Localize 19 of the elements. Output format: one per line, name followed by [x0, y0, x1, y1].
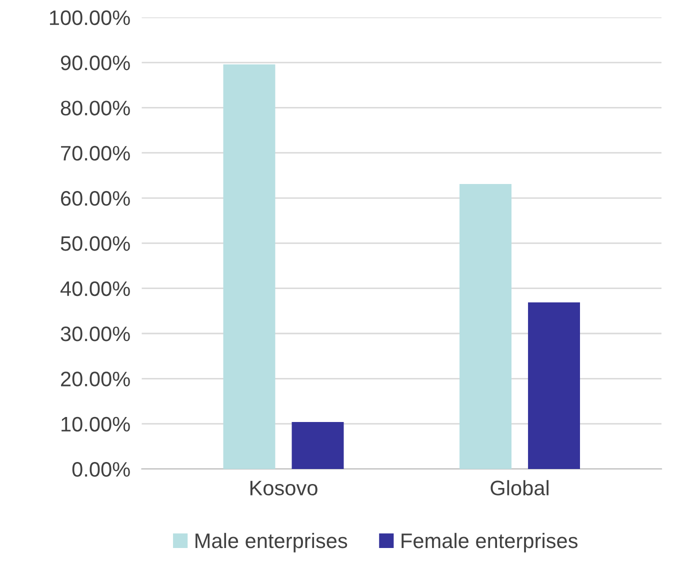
- y-tick-label: 100.00%: [50, 10, 130, 26]
- bar: [223, 64, 276, 469]
- y-tick-label: 10.00%: [62, 416, 130, 432]
- y-tick-label: 20.00%: [61, 372, 130, 386]
- bar: [292, 422, 344, 469]
- y-tick-label: 80.00%: [60, 100, 130, 116]
- y-tick-label: 50.00%: [60, 236, 130, 251]
- y-tick-label: 40.00%: [60, 281, 130, 296]
- y-tick-label: 70.00%: [61, 146, 130, 161]
- bar: [460, 184, 512, 469]
- y-tick-label: 90.00%: [60, 56, 130, 70]
- x-tick-label: Global: [490, 480, 548, 496]
- legend-label: Female enterprises: [402, 532, 578, 552]
- y-tick-label: 60.00%: [61, 191, 130, 206]
- x-tick-label: Kosovo: [250, 480, 318, 496]
- bar: [528, 302, 580, 469]
- y-tick-label: 30.00%: [60, 326, 130, 342]
- legend-label: Male enterprises: [196, 532, 348, 552]
- y-tick-label: 0.00%: [72, 462, 130, 477]
